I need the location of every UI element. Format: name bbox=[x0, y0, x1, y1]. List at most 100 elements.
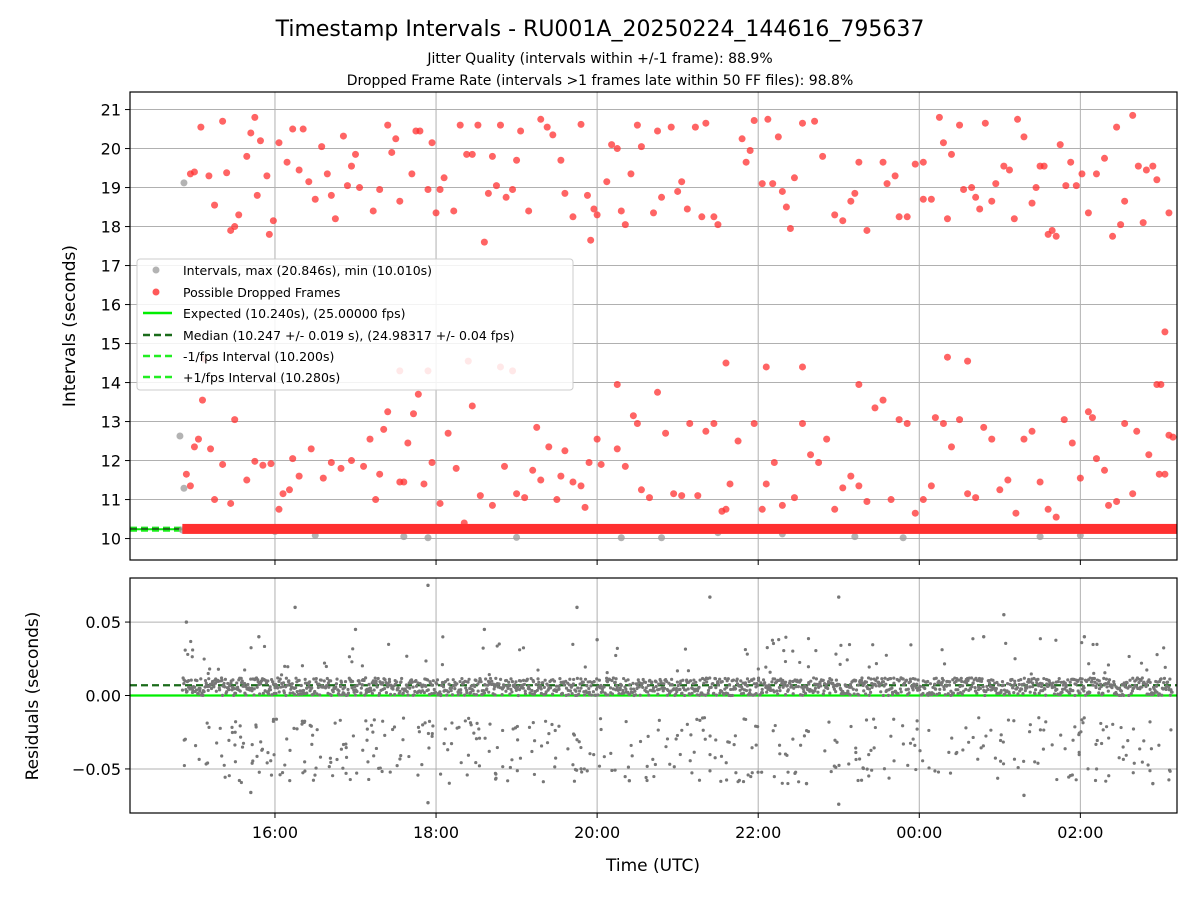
residual-point bbox=[628, 683, 632, 687]
residual-point bbox=[301, 688, 306, 693]
residual-point bbox=[571, 763, 575, 767]
residual-point bbox=[901, 677, 905, 681]
residual-point bbox=[694, 680, 698, 684]
residual-point bbox=[372, 718, 376, 722]
residual-point bbox=[986, 687, 990, 692]
residual-point bbox=[981, 744, 985, 748]
residual-point bbox=[579, 686, 583, 690]
residual-point bbox=[780, 682, 784, 686]
residual-point bbox=[1097, 679, 1101, 683]
residual-point bbox=[813, 689, 817, 693]
residual-point bbox=[527, 684, 531, 688]
dropped-frame-point bbox=[1129, 111, 1137, 119]
dropped-frame-point bbox=[762, 363, 770, 371]
dropped-frame-point bbox=[585, 459, 593, 466]
residual-point bbox=[339, 747, 343, 751]
dropped-frame-point bbox=[879, 396, 887, 404]
residual-point bbox=[329, 679, 333, 683]
dropped-frame-point bbox=[480, 238, 488, 246]
residual-point bbox=[996, 776, 1000, 780]
residual-point bbox=[1091, 683, 1095, 687]
residual-point bbox=[350, 660, 354, 664]
residual-point bbox=[777, 743, 782, 747]
residual-point bbox=[216, 679, 221, 683]
dropped-frame-point bbox=[440, 174, 448, 182]
dropped-frame-point bbox=[492, 182, 500, 190]
residual-point bbox=[1152, 691, 1156, 695]
residual-point bbox=[1077, 753, 1081, 757]
residual-point bbox=[348, 777, 352, 782]
residual-point bbox=[956, 688, 960, 692]
residual-point bbox=[1121, 757, 1125, 761]
residual-point bbox=[398, 757, 402, 761]
dropped-frame-point bbox=[275, 505, 283, 513]
residual-point bbox=[395, 680, 399, 684]
residual-point bbox=[1167, 768, 1172, 772]
residual-point bbox=[692, 678, 696, 682]
residual-point bbox=[322, 679, 326, 683]
residual-point bbox=[729, 687, 733, 692]
legend-label-plus-fps: +1/fps Interval (10.280s) bbox=[183, 370, 340, 385]
dropped-frame-point bbox=[1145, 451, 1153, 459]
residual-point bbox=[1094, 742, 1098, 746]
residual-point bbox=[1101, 728, 1105, 732]
residual-point bbox=[871, 643, 875, 647]
residual-point bbox=[726, 677, 730, 681]
residual-point bbox=[384, 691, 389, 695]
dropped-frame-point bbox=[1139, 219, 1147, 227]
residual-point bbox=[504, 689, 508, 693]
residual-point bbox=[971, 735, 975, 740]
residual-point bbox=[962, 689, 966, 693]
residual-point bbox=[456, 693, 460, 697]
residual-point bbox=[510, 690, 514, 694]
residual-point bbox=[1104, 725, 1109, 729]
dropped-frame-point bbox=[1157, 381, 1165, 388]
dropped-frame-point bbox=[608, 141, 616, 149]
residual-point bbox=[999, 733, 1003, 737]
residual-point bbox=[1032, 676, 1036, 681]
residual-point bbox=[469, 723, 473, 727]
residual-point bbox=[189, 639, 193, 644]
residual-point bbox=[923, 686, 927, 691]
dropped-frame-point bbox=[227, 499, 235, 507]
residual-point bbox=[343, 679, 348, 684]
residual-point bbox=[719, 754, 724, 758]
residual-point bbox=[223, 685, 227, 689]
residual-point bbox=[501, 728, 505, 733]
residual-point bbox=[813, 686, 818, 690]
residual-point bbox=[242, 681, 247, 686]
residual-outlier-point bbox=[837, 595, 841, 599]
legend-label-expected: Expected (10.240s), (25.00000 fps) bbox=[183, 306, 405, 321]
residual-point bbox=[662, 686, 667, 690]
residual-point bbox=[971, 681, 975, 685]
dropped-frame-point bbox=[650, 209, 657, 217]
interval-point bbox=[424, 534, 432, 542]
dropped-frame-point bbox=[468, 150, 476, 158]
residual-point bbox=[361, 748, 365, 752]
dropped-frame-point bbox=[1084, 408, 1092, 416]
residual-point bbox=[870, 685, 874, 689]
residual-point bbox=[528, 691, 532, 695]
residual-point bbox=[292, 692, 297, 697]
residual-point bbox=[1122, 693, 1126, 698]
residual-point bbox=[399, 680, 403, 684]
residual-point bbox=[233, 687, 237, 691]
residual-point bbox=[589, 684, 593, 688]
residual-point bbox=[312, 677, 316, 681]
residual-point bbox=[243, 668, 247, 672]
interval-point bbox=[899, 534, 907, 542]
dropped-frame-point bbox=[533, 423, 541, 431]
residual-point bbox=[861, 766, 866, 771]
residual-point bbox=[515, 724, 520, 729]
residual-point bbox=[750, 771, 754, 775]
residual-point bbox=[401, 691, 405, 695]
residual-point bbox=[1074, 778, 1078, 782]
residual-point bbox=[1115, 692, 1119, 696]
residual-point bbox=[961, 748, 965, 752]
dropped-frame-point bbox=[722, 505, 730, 513]
residual-point bbox=[338, 684, 343, 689]
residuals-y-axis-label: Residuals (seconds) bbox=[23, 612, 43, 781]
legend-label-dropped: Possible Dropped Frames bbox=[183, 285, 340, 300]
residual-point bbox=[869, 748, 873, 752]
